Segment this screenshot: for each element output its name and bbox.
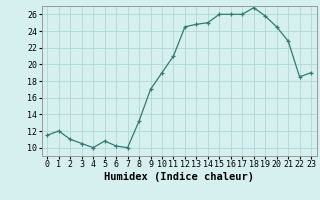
X-axis label: Humidex (Indice chaleur): Humidex (Indice chaleur) <box>104 172 254 182</box>
